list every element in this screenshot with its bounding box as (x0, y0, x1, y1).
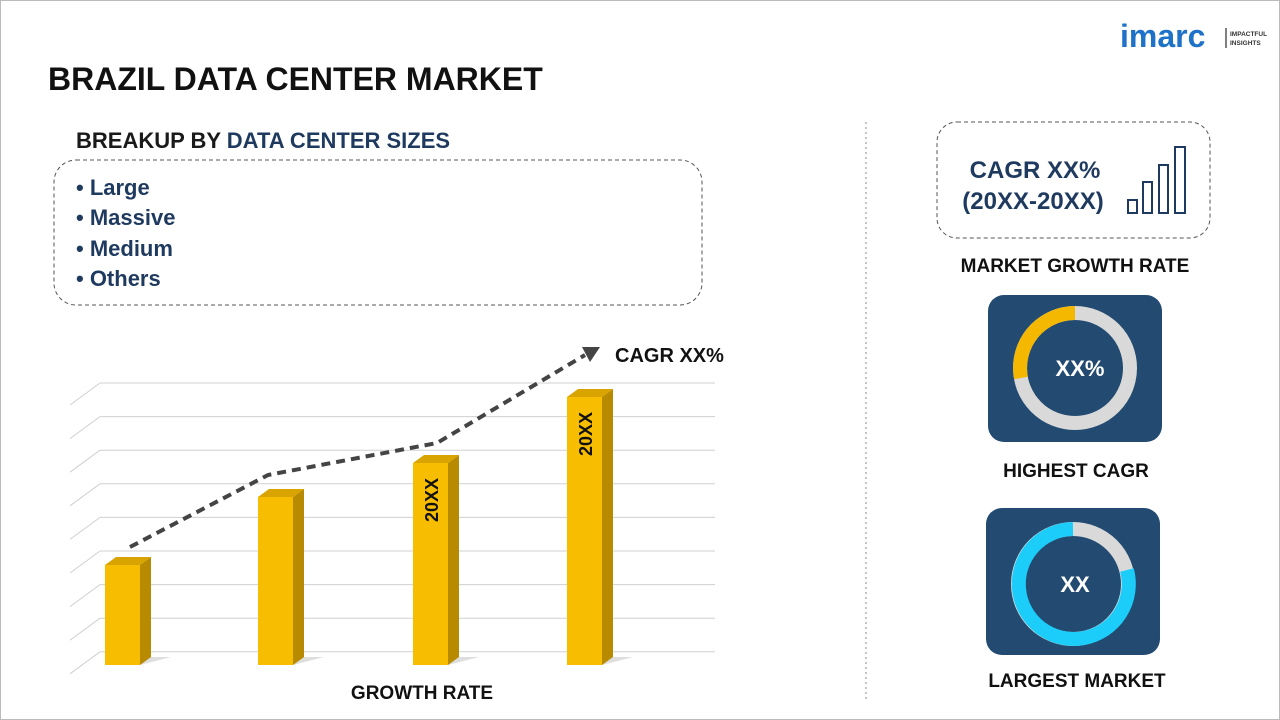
trend-arrow (129, 353, 587, 549)
bar-front (413, 463, 448, 665)
grid-edge (69, 651, 101, 675)
breakup-prefix: BREAKUP BY (76, 128, 221, 153)
list-item: • Massive (76, 205, 175, 230)
bar-side (293, 489, 304, 665)
bar-top (567, 389, 613, 397)
cagr-period: (20XX-20XX) (962, 188, 1103, 215)
section-label: LARGEST MARKET (988, 671, 1166, 692)
grid-edge (69, 416, 101, 440)
logo-name: imarc (1120, 18, 1205, 54)
card-value: XX% (1056, 356, 1105, 381)
bar-top (258, 489, 304, 497)
list-item: • Others (76, 266, 161, 291)
donut-arc (1011, 522, 1136, 646)
bar-side (602, 389, 613, 665)
grid-edge (69, 483, 101, 507)
bar-side (448, 455, 459, 665)
bar-front (567, 397, 602, 665)
decor-bars (105, 389, 633, 665)
list-item: • Medium (76, 236, 173, 261)
trend-label: CAGR XX% (615, 345, 724, 367)
card-value: XX (1060, 572, 1090, 597)
breakup-topic: DATA CENTER SIZES (227, 128, 450, 153)
title: BRAZIL DATA CENTER MARKET (48, 61, 543, 97)
bar-top (105, 557, 151, 565)
bar-label: 20XX (422, 478, 442, 522)
axis-label: GROWTH RATE (351, 683, 493, 704)
arrow-head (582, 347, 600, 362)
bar-front (105, 565, 140, 665)
section-label: MARKET GROWTH RATE (961, 256, 1190, 277)
bars-icon (1127, 146, 1186, 214)
breakup-heading: BREAKUP BY DATA CENTER SIZES (76, 128, 450, 153)
grid-edge (69, 550, 101, 574)
logo-tagline: IMPACTFUL (1230, 31, 1267, 38)
bar-front (258, 497, 293, 665)
section-label: HIGHEST CAGR (1003, 461, 1149, 482)
donut-arc (1013, 306, 1076, 380)
grid-edge (69, 617, 101, 641)
cagr-box (936, 121, 1211, 239)
grid-edge (69, 449, 101, 473)
cagr-text: CAGR XX% (970, 157, 1101, 184)
grid-edge (69, 382, 101, 406)
breakup-box (53, 159, 703, 306)
logo-tagline: INSIGHTS (1230, 40, 1261, 47)
bar-label: 20XX (576, 412, 596, 456)
grid-edge (69, 516, 101, 540)
bar-top (413, 455, 459, 463)
list-item: • Large (76, 175, 150, 200)
bar-side (140, 557, 151, 665)
grid-edge (69, 584, 101, 608)
